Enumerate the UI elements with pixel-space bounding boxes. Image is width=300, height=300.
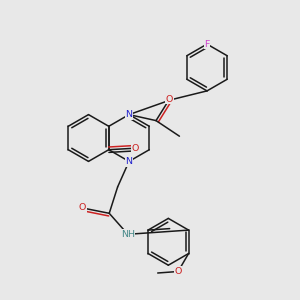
- Text: N: N: [125, 157, 133, 166]
- Text: F: F: [204, 40, 210, 49]
- Text: O: O: [79, 203, 86, 212]
- Text: O: O: [131, 144, 139, 153]
- Text: NH: NH: [121, 230, 135, 239]
- Text: O: O: [174, 267, 182, 276]
- Text: N: N: [125, 110, 133, 119]
- Text: O: O: [166, 94, 173, 103]
